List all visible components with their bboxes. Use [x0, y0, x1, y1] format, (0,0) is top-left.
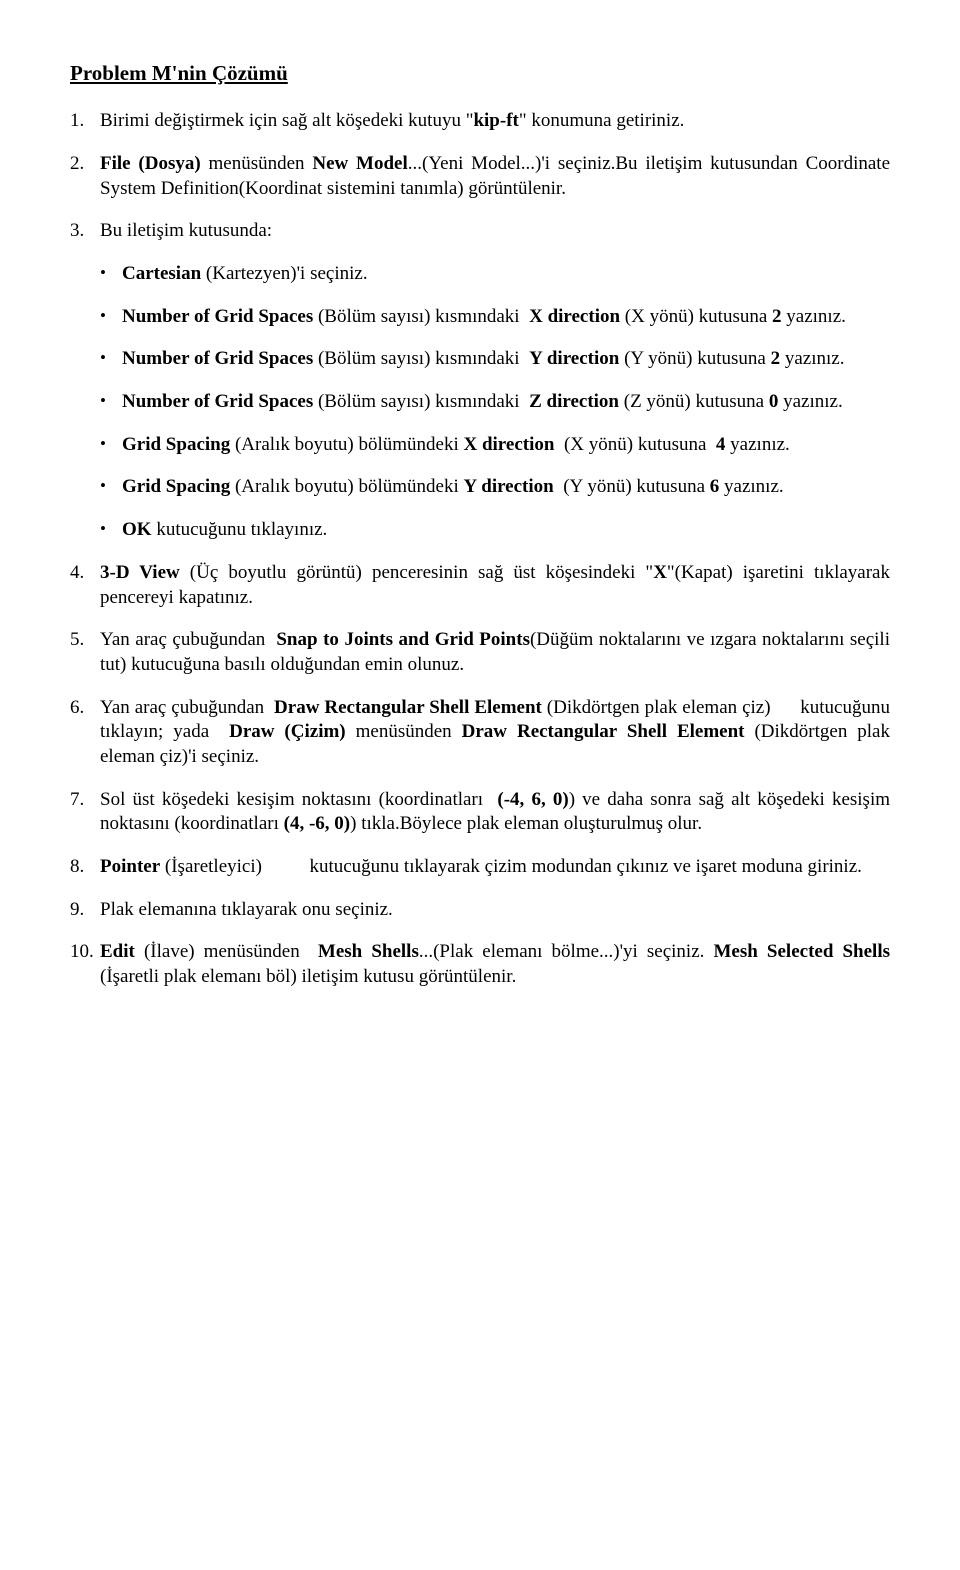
- item-text: Sol üst köşedeki kesişim noktasını (koor…: [100, 788, 890, 837]
- list-item: 8. Pointer (İşaretleyici) kutucuğunu tık…: [70, 855, 890, 880]
- bullet-icon: •: [100, 262, 122, 287]
- bullet-icon: •: [100, 475, 122, 500]
- item-text: Edit (İlave) menüsünden Mesh Shells...(P…: [100, 940, 890, 989]
- bullet-list: • Cartesian (Kartezyen)'i seçiniz. • Num…: [100, 262, 890, 543]
- item-text: Bu iletişim kutusunda:: [100, 219, 890, 244]
- item-number: 4.: [70, 561, 100, 610]
- item-number: 5.: [70, 628, 100, 677]
- item-text: Birimi değiştirmek için sağ alt köşedeki…: [100, 109, 890, 134]
- bullet-icon: •: [100, 390, 122, 415]
- page-title: Problem M'nin Çözümü: [70, 60, 890, 87]
- bullet-text: Number of Grid Spaces (Bölüm sayısı) kıs…: [122, 390, 890, 415]
- item-number: 7.: [70, 788, 100, 837]
- list-item: 5. Yan araç çubuğundan Snap to Joints an…: [70, 628, 890, 677]
- item-number: 3.: [70, 219, 100, 244]
- item-text: Plak elemanına tıklayarak onu seçiniz.: [100, 898, 890, 923]
- bullet-item: • Cartesian (Kartezyen)'i seçiniz.: [100, 262, 890, 287]
- item-number: 1.: [70, 109, 100, 134]
- bullet-icon: •: [100, 347, 122, 372]
- bullet-text: Number of Grid Spaces (Bölüm sayısı) kıs…: [122, 305, 890, 330]
- bullet-text: Cartesian (Kartezyen)'i seçiniz.: [122, 262, 890, 287]
- list-item: 7. Sol üst köşedeki kesişim noktasını (k…: [70, 788, 890, 837]
- item-number: 6.: [70, 696, 100, 770]
- item-number: 2.: [70, 152, 100, 201]
- list-item: 4. 3-D View (Üç boyutlu görüntü) pencere…: [70, 561, 890, 610]
- bullet-item: • Number of Grid Spaces (Bölüm sayısı) k…: [100, 305, 890, 330]
- item-text: 3-D View (Üç boyutlu görüntü) penceresin…: [100, 561, 890, 610]
- bullet-item: • OK kutucuğunu tıklayınız.: [100, 518, 890, 543]
- bullet-text: OK kutucuğunu tıklayınız.: [122, 518, 890, 543]
- bullet-icon: •: [100, 433, 122, 458]
- item-number: 10.: [70, 940, 100, 989]
- bullet-item: • Grid Spacing (Aralık boyutu) bölümünde…: [100, 475, 890, 500]
- bullet-item: • Number of Grid Spaces (Bölüm sayısı) k…: [100, 347, 890, 372]
- numbered-list: 1. Birimi değiştirmek için sağ alt köşed…: [70, 109, 890, 990]
- bullet-icon: •: [100, 518, 122, 543]
- bullet-text: Number of Grid Spaces (Bölüm sayısı) kıs…: [122, 347, 890, 372]
- bullet-text: Grid Spacing (Aralık boyutu) bölümündeki…: [122, 433, 890, 458]
- item-text: Yan araç çubuğundan Snap to Joints and G…: [100, 628, 890, 677]
- item-text: Yan araç çubuğundan Draw Rectangular She…: [100, 696, 890, 770]
- item-text: Pointer (İşaretleyici) kutucuğunu tıklay…: [100, 855, 890, 880]
- list-item: 2. File (Dosya) menüsünden New Model...(…: [70, 152, 890, 201]
- item-text: File (Dosya) menüsünden New Model...(Yen…: [100, 152, 890, 201]
- item-number: 8.: [70, 855, 100, 880]
- list-item: 10. Edit (İlave) menüsünden Mesh Shells.…: [70, 940, 890, 989]
- list-item: 3. Bu iletişim kutusunda:: [70, 219, 890, 244]
- bullet-item: • Grid Spacing (Aralık boyutu) bölümünde…: [100, 433, 890, 458]
- item-number: 9.: [70, 898, 100, 923]
- bullet-item: • Number of Grid Spaces (Bölüm sayısı) k…: [100, 390, 890, 415]
- list-item: 9. Plak elemanına tıklayarak onu seçiniz…: [70, 898, 890, 923]
- bullet-text: Grid Spacing (Aralık boyutu) bölümündeki…: [122, 475, 890, 500]
- list-item: 1. Birimi değiştirmek için sağ alt köşed…: [70, 109, 890, 134]
- bullet-icon: •: [100, 305, 122, 330]
- list-item: 6. Yan araç çubuğundan Draw Rectangular …: [70, 696, 890, 770]
